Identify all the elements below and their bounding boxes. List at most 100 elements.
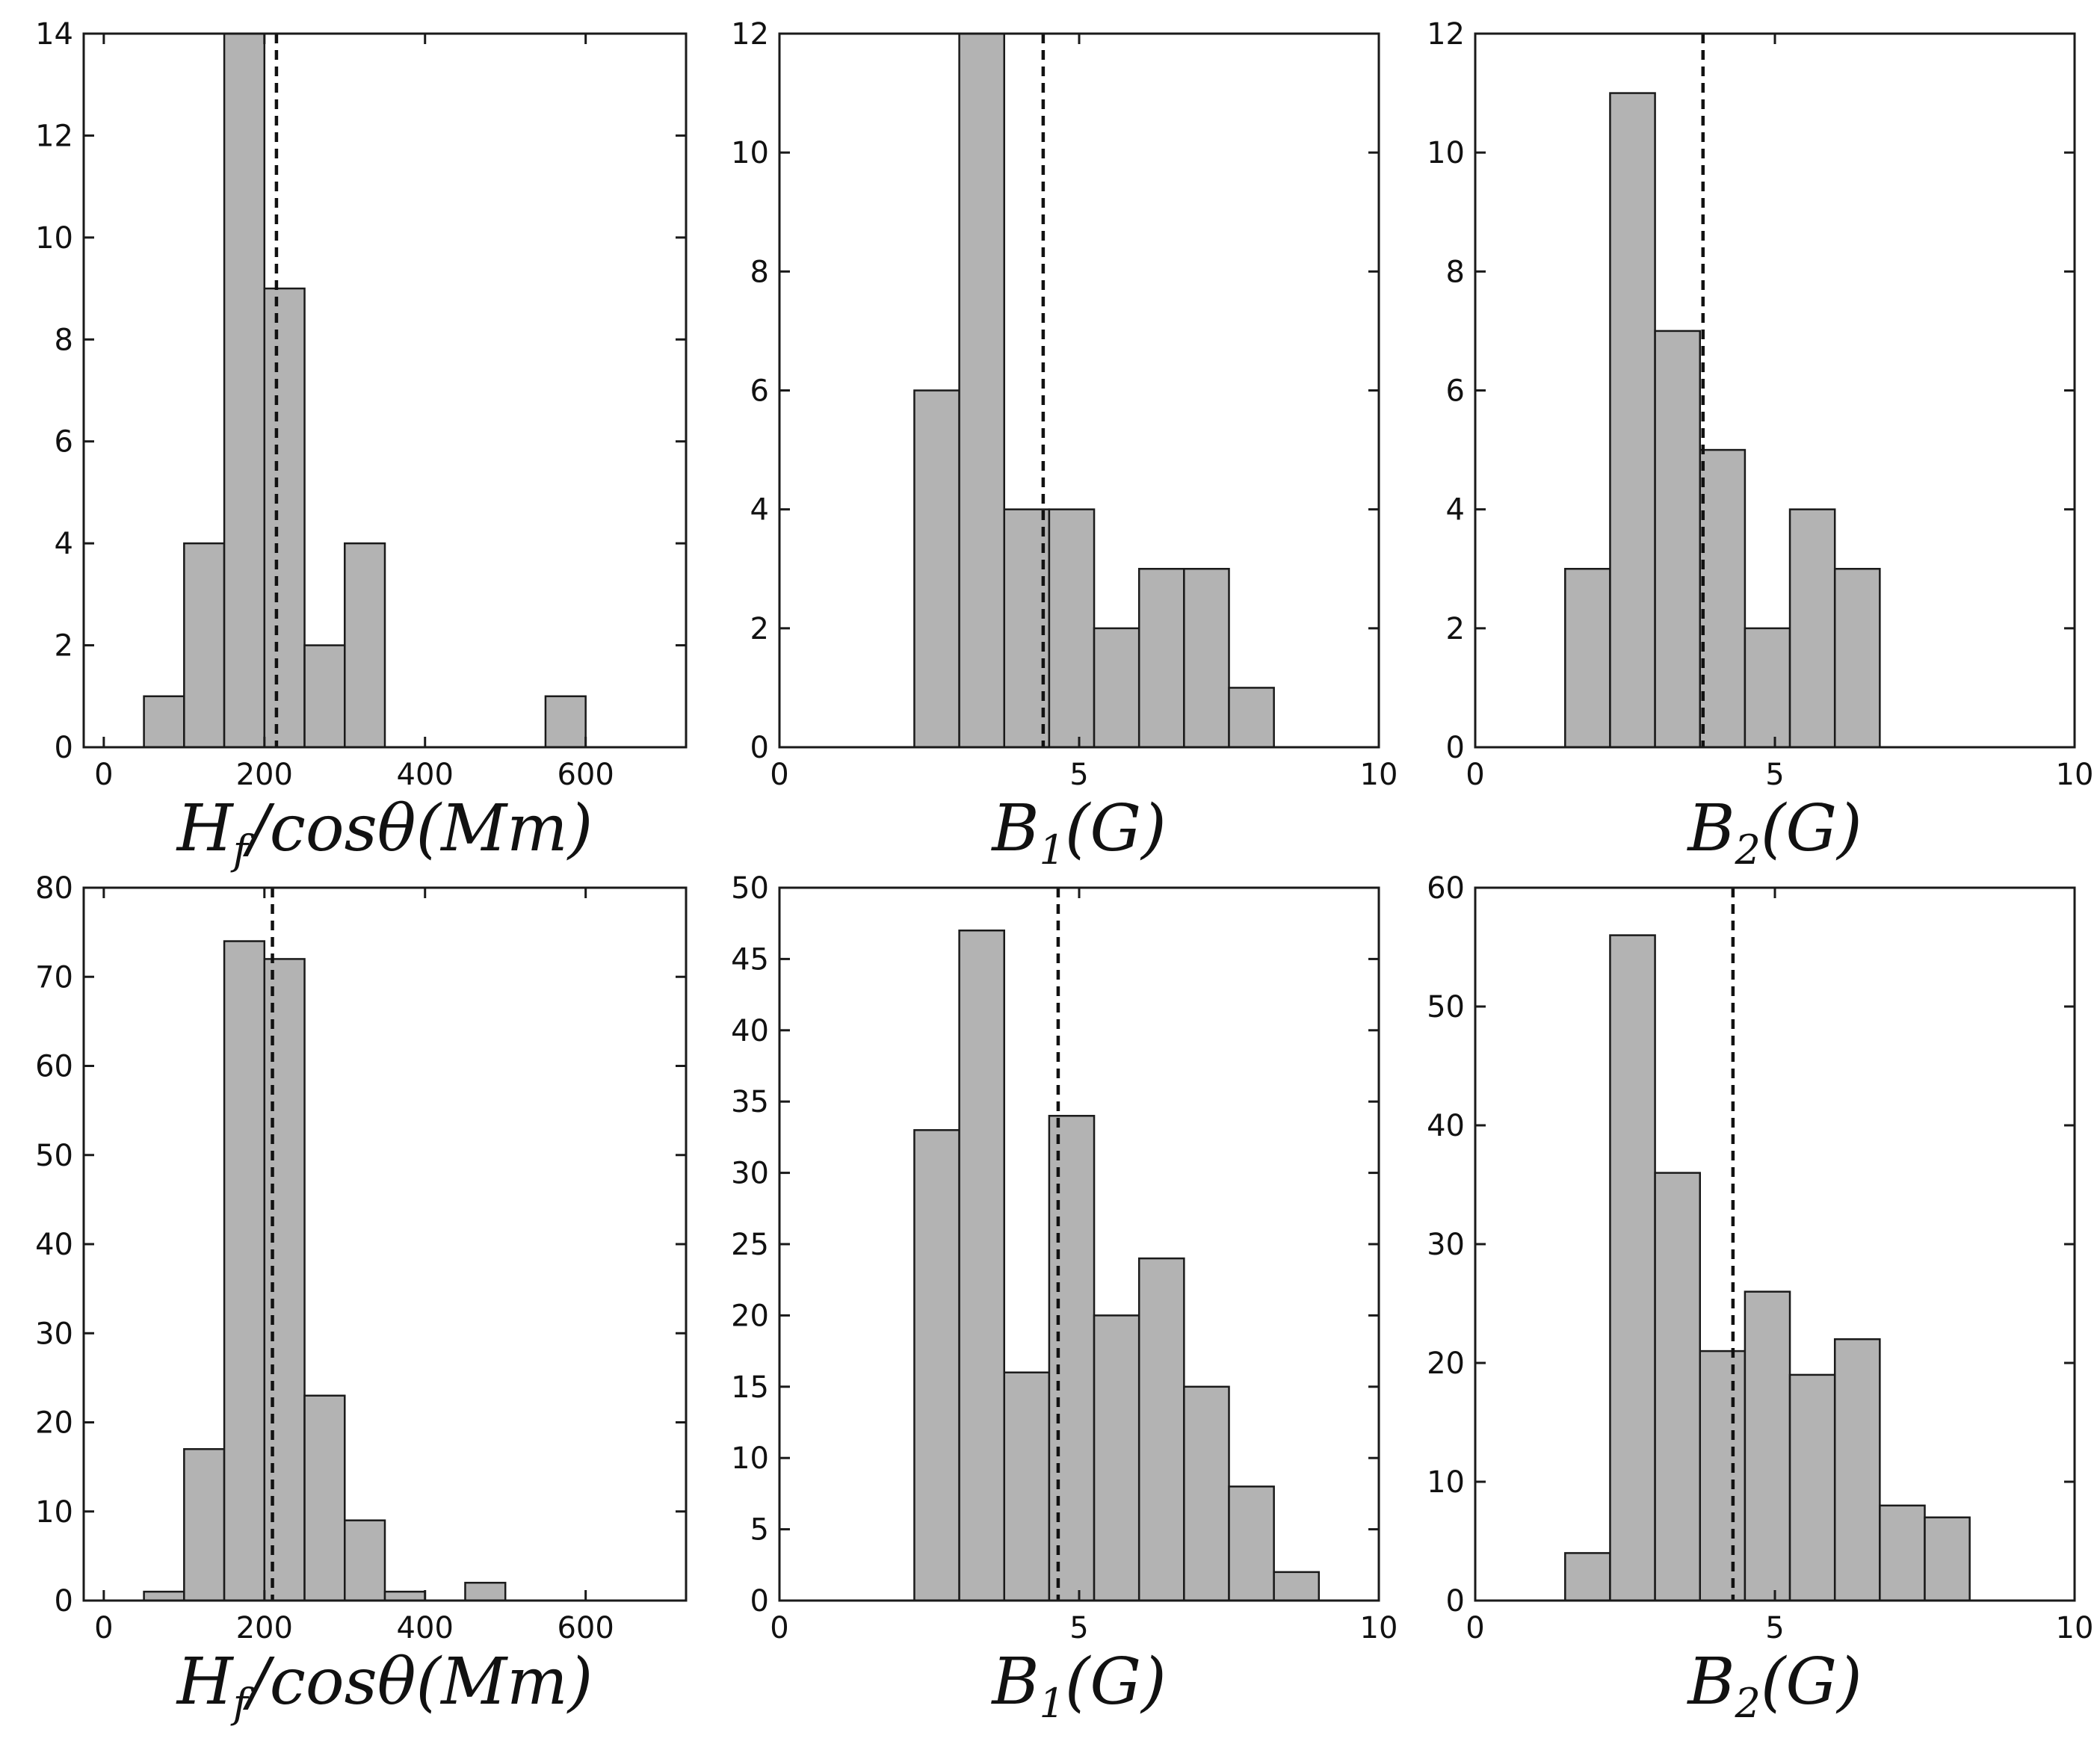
- histogram-bar: [913, 1129, 960, 1602]
- histogram-bar: [913, 389, 960, 749]
- histogram-panel-3: 0 2 4 6 8 10 12 0 5 10 B2(G): [1427, 17, 2093, 874]
- y-tick-label: 10: [731, 136, 769, 170]
- x-tick-label: 400: [397, 1611, 454, 1645]
- histogram-bar: [1228, 1485, 1275, 1602]
- histogram-bar: [303, 644, 346, 749]
- histogram-bar: [1833, 1338, 1881, 1602]
- y-tick-label: 40: [1427, 1109, 1465, 1143]
- y-tick-label: 30: [731, 1157, 769, 1191]
- y-tick-label: 20: [1427, 1347, 1465, 1381]
- histogram-bar: [1609, 934, 1656, 1602]
- x-tick-label: 600: [557, 1611, 614, 1645]
- histogram-bar: [223, 940, 266, 1602]
- y-tick-label: 30: [35, 1317, 73, 1351]
- histogram-bar: [344, 1519, 386, 1602]
- x-axis-label: B2(G): [1686, 791, 1862, 874]
- y-tick-label: 4: [55, 527, 73, 561]
- histogram-bar: [1183, 1385, 1230, 1602]
- x-tick-label: 0: [1466, 758, 1484, 792]
- histogram-bar: [544, 695, 587, 749]
- y-tick-label: 8: [1446, 255, 1465, 289]
- y-tick-label: 50: [1427, 990, 1465, 1024]
- y-tick-label: 10: [1427, 1465, 1465, 1500]
- x-tick-label: 0: [94, 1611, 113, 1645]
- histogram-bar: [1609, 92, 1656, 749]
- histogram-bar: [263, 958, 306, 1602]
- histogram-bar: [1273, 1571, 1321, 1602]
- histogram-bar: [1879, 1504, 1926, 1602]
- histogram-bar: [464, 1581, 507, 1602]
- histogram-bar: [1699, 448, 1747, 749]
- y-tick-label: 5: [750, 1513, 769, 1548]
- histogram-bar: [1744, 1290, 1791, 1602]
- y-tick-label: 4: [1446, 493, 1465, 528]
- x-axis-label: B1(G): [990, 791, 1166, 874]
- histogram-bar: [1744, 627, 1791, 749]
- histogram-bar: [1924, 1516, 1971, 1602]
- x-tick-label: 400: [397, 758, 454, 792]
- y-tick-label: 2: [750, 612, 769, 646]
- x-tick-label: 10: [1360, 1611, 1398, 1645]
- histogram-bar: [1699, 1349, 1747, 1602]
- y-tick-label: 0: [55, 1584, 73, 1618]
- x-axis-label: B2(G): [1686, 1645, 1862, 1727]
- x-tick-label: 200: [236, 758, 293, 792]
- histogram-bar: [1833, 568, 1881, 749]
- y-tick-label: 20: [731, 1299, 769, 1333]
- y-tick-label: 70: [35, 960, 73, 995]
- histogram-bar: [1048, 1115, 1096, 1602]
- histogram-bar: [183, 1448, 226, 1602]
- x-tick-label: 5: [1765, 1611, 1784, 1645]
- x-tick-label: 5: [1069, 1611, 1088, 1645]
- x-tick-label: 0: [1466, 1611, 1484, 1645]
- y-tick-label: 10: [35, 1495, 73, 1530]
- y-tick-label: 60: [1427, 871, 1465, 906]
- histogram-bar: [1048, 508, 1096, 749]
- histogram-bar: [1228, 687, 1275, 749]
- x-axis-label: B1(G): [990, 1645, 1166, 1727]
- y-tick-label: 50: [731, 871, 769, 906]
- y-tick-label: 0: [1446, 1584, 1465, 1618]
- y-tick-label: 12: [731, 17, 769, 52]
- histogram-bar: [1654, 1172, 1702, 1602]
- x-tick-label: 10: [1360, 758, 1398, 792]
- y-tick-label: 50: [35, 1139, 73, 1173]
- y-tick-label: 14: [35, 17, 73, 52]
- histogram-bar: [303, 1394, 346, 1602]
- y-tick-label: 10: [35, 221, 73, 256]
- histogram-bar: [1654, 330, 1702, 749]
- x-tick-label: 5: [1069, 758, 1088, 792]
- histogram-bar: [1137, 568, 1185, 749]
- histogram-bar: [223, 32, 266, 749]
- y-tick-label: 0: [750, 1584, 769, 1618]
- y-tick-label: 6: [750, 374, 769, 409]
- x-tick-label: 0: [770, 1611, 788, 1645]
- y-tick-label: 12: [35, 119, 73, 153]
- histogram-bar: [183, 542, 226, 749]
- y-tick-label: 6: [55, 425, 73, 460]
- y-tick-label: 25: [731, 1228, 769, 1262]
- y-tick-label: 20: [35, 1406, 73, 1441]
- x-tick-label: 10: [2056, 758, 2094, 792]
- x-tick-label: 10: [2056, 1611, 2094, 1645]
- y-tick-label: 2: [1446, 612, 1465, 646]
- y-tick-label: 8: [750, 255, 769, 289]
- y-tick-label: 10: [731, 1441, 769, 1476]
- histogram-bar: [1183, 568, 1230, 749]
- histogram-bar: [383, 1590, 426, 1602]
- y-tick-label: 60: [35, 1050, 73, 1084]
- x-axis-label: Hf/cosθ(Mm): [176, 1645, 593, 1727]
- x-tick-label: 5: [1765, 758, 1784, 792]
- x-tick-label: 0: [770, 758, 788, 792]
- histogram-bar: [344, 542, 386, 749]
- y-tick-label: 12: [1427, 17, 1465, 52]
- axes-frame: [82, 32, 688, 749]
- y-tick-label: 0: [1446, 731, 1465, 765]
- y-tick-label: 15: [731, 1370, 769, 1405]
- y-tick-label: 40: [35, 1228, 73, 1262]
- y-tick-label: 45: [731, 942, 769, 977]
- histogram-bar: [958, 929, 1005, 1602]
